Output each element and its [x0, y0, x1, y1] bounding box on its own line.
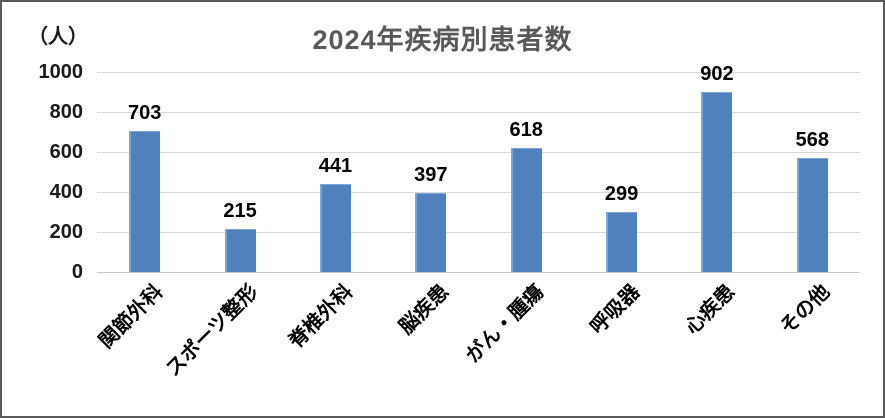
bar — [701, 91, 733, 272]
bar — [415, 192, 447, 272]
bar — [796, 158, 828, 272]
bar — [319, 183, 351, 272]
plot-area — [97, 72, 860, 273]
bar-value-label: 215 — [223, 200, 257, 222]
y-tick-label: 0 — [71, 261, 83, 283]
gridline-y-400 — [97, 192, 860, 193]
y-axis-unit-label: （人） — [28, 26, 88, 48]
y-tick-label: 400 — [49, 181, 83, 203]
gridline-y-800 — [97, 112, 860, 113]
bar-value-label: 397 — [414, 163, 448, 186]
y-tick-label: 600 — [49, 141, 83, 163]
bar — [129, 131, 161, 272]
gridline-y-1000 — [97, 72, 860, 73]
bar — [224, 229, 256, 272]
chart-title: 2024年疾病別患者数 — [312, 25, 573, 55]
y-tick-label: 800 — [49, 101, 83, 123]
gridline-y-200 — [97, 232, 860, 233]
y-tick-label: 200 — [49, 221, 83, 243]
y-tick-label: 1000 — [38, 61, 84, 83]
bar — [606, 212, 638, 272]
bar-value-label: 703 — [128, 102, 162, 125]
bar-value-label: 299 — [604, 183, 639, 206]
bar-value-label: 441 — [318, 154, 353, 177]
gridline-y-0 — [97, 272, 860, 273]
gridline-y-600 — [97, 152, 860, 153]
bar-value-label: 618 — [509, 119, 543, 142]
bar-value-label: 568 — [795, 129, 829, 152]
bar — [510, 148, 542, 272]
bar-value-label: 902 — [700, 62, 734, 85]
